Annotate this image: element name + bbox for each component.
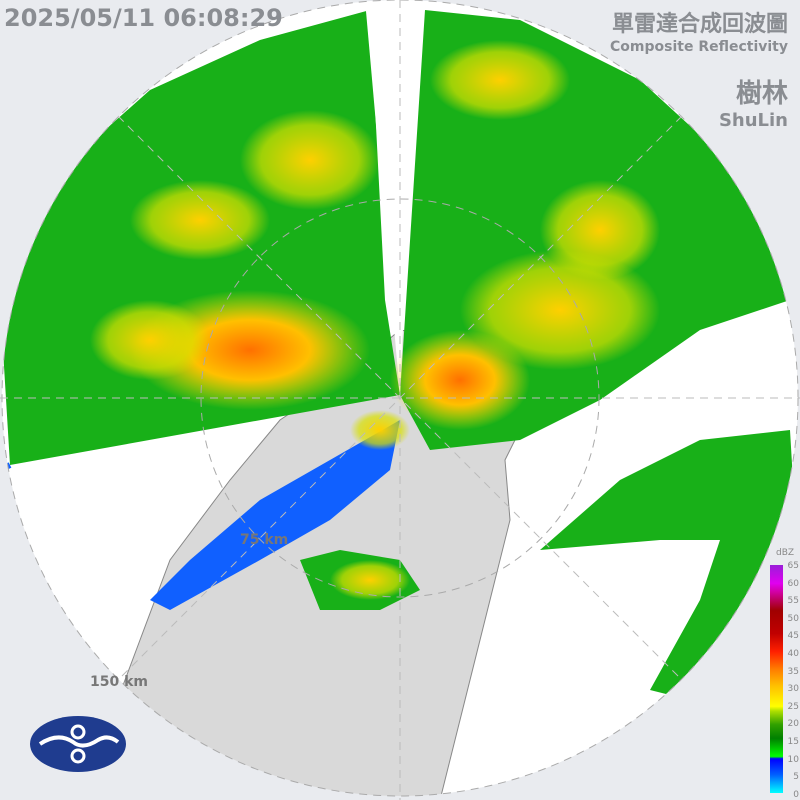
legend-tick: 55	[787, 596, 799, 607]
echo-band-southwest	[150, 420, 400, 610]
legend-unit: dBZ	[776, 548, 795, 558]
legend-tick: 45	[787, 631, 799, 642]
legend-tick: 30	[787, 684, 799, 695]
station-name-zh: 樹林	[735, 79, 788, 109]
legend-tick: 60	[787, 578, 799, 589]
legend-color-bar	[770, 565, 783, 793]
legend-ticks: 65 60 55 50 45 40 35 30 25 20 15 10 5 0	[786, 561, 800, 800]
timestamp: 2025/05/11 06:08:29	[4, 4, 283, 32]
cwa-logo-icon	[28, 714, 128, 778]
station-name-en: ShuLin	[718, 110, 788, 131]
title-block: 單雷達合成回波圖 Composite Reflectivity 樹林 ShuLi…	[610, 6, 788, 131]
color-legend: dBZ 65 60 55 50 45 40 35 30 25 20 15 10 5 0	[768, 548, 800, 800]
legend-tick: 10	[787, 754, 799, 765]
product-title-en: Composite Reflectivity	[610, 39, 788, 55]
legend-tick: 50	[787, 613, 799, 624]
legend-tick: 65	[787, 561, 799, 571]
ring-label-75km: 75 km	[240, 532, 289, 548]
ring-label-150km: 150 km	[90, 674, 148, 690]
legend-tick: 40	[787, 649, 799, 659]
legend-tick: 35	[787, 666, 799, 677]
legend-tick: 15	[787, 737, 799, 747]
legend-tick: 5	[793, 772, 799, 783]
product-title-zh: 單雷達合成回波圖	[611, 12, 788, 37]
range-ring-75km	[200, 198, 600, 598]
legend-tick: 0	[793, 789, 799, 800]
legend-tick: 20	[787, 719, 799, 730]
legend-tick: 25	[787, 701, 799, 712]
